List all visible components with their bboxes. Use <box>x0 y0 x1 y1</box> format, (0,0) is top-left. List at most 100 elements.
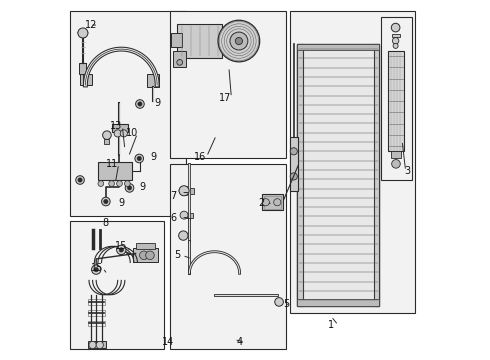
Text: 8: 8 <box>102 218 108 228</box>
Bar <box>381 17 412 180</box>
Circle shape <box>94 267 98 272</box>
Bar <box>122 163 130 179</box>
Bar <box>172 33 182 47</box>
Bar <box>297 44 379 306</box>
Text: 4: 4 <box>237 337 243 347</box>
Text: 12: 12 <box>85 20 97 30</box>
Circle shape <box>127 186 132 190</box>
Text: 15: 15 <box>115 241 127 251</box>
Bar <box>290 12 416 313</box>
Bar <box>88 310 105 316</box>
Bar <box>114 163 122 179</box>
Circle shape <box>275 298 283 306</box>
Bar <box>133 248 158 262</box>
Text: 17: 17 <box>219 93 231 103</box>
Text: 7: 7 <box>170 191 176 201</box>
Bar <box>290 137 298 191</box>
Circle shape <box>98 181 104 186</box>
Bar <box>391 151 401 158</box>
Bar <box>170 164 286 348</box>
Circle shape <box>101 197 110 206</box>
Circle shape <box>290 148 297 155</box>
Bar <box>173 51 186 67</box>
Circle shape <box>290 173 297 180</box>
Text: 9: 9 <box>140 182 146 192</box>
Circle shape <box>76 176 84 184</box>
Bar <box>185 188 194 194</box>
Text: 6: 6 <box>170 213 176 222</box>
Bar <box>264 196 281 209</box>
Circle shape <box>137 156 141 161</box>
Bar <box>297 44 379 50</box>
Bar <box>100 163 112 179</box>
Circle shape <box>119 248 123 252</box>
Bar <box>177 24 221 58</box>
Circle shape <box>179 231 188 240</box>
Circle shape <box>109 181 115 186</box>
Circle shape <box>117 245 126 255</box>
Text: 2: 2 <box>258 198 264 208</box>
Circle shape <box>235 37 243 45</box>
Circle shape <box>78 178 82 182</box>
Text: 14: 14 <box>162 337 174 347</box>
Circle shape <box>262 199 270 206</box>
Circle shape <box>120 130 127 137</box>
Circle shape <box>392 23 400 32</box>
Bar <box>297 299 379 306</box>
Circle shape <box>135 154 144 163</box>
Circle shape <box>117 181 122 186</box>
Bar <box>104 139 109 144</box>
Text: 13: 13 <box>110 121 122 131</box>
Circle shape <box>96 341 103 348</box>
Circle shape <box>140 251 148 260</box>
Bar <box>147 74 159 87</box>
Bar <box>392 34 400 37</box>
Circle shape <box>274 199 281 206</box>
Circle shape <box>125 184 134 192</box>
Bar <box>88 299 105 305</box>
Circle shape <box>136 100 144 108</box>
Text: 9: 9 <box>154 98 160 108</box>
Bar <box>88 320 105 326</box>
Circle shape <box>138 102 142 106</box>
Bar <box>374 44 379 306</box>
Text: 5: 5 <box>283 299 290 309</box>
Bar <box>80 74 92 85</box>
Text: 5: 5 <box>174 250 180 260</box>
Text: 11: 11 <box>106 159 119 169</box>
Bar <box>70 12 186 216</box>
Circle shape <box>218 20 260 62</box>
Bar <box>170 12 286 158</box>
Text: 16: 16 <box>194 152 206 162</box>
Bar <box>136 243 155 249</box>
Circle shape <box>89 341 96 348</box>
Circle shape <box>78 28 88 38</box>
Text: 1: 1 <box>328 320 334 330</box>
Text: 15: 15 <box>91 263 103 273</box>
Circle shape <box>92 265 101 274</box>
Circle shape <box>114 130 122 137</box>
Circle shape <box>124 181 130 186</box>
Text: 9: 9 <box>150 152 157 162</box>
Circle shape <box>230 32 248 50</box>
Bar <box>70 221 164 348</box>
Bar <box>185 213 193 218</box>
Text: 3: 3 <box>404 166 410 176</box>
Circle shape <box>393 43 398 48</box>
Circle shape <box>392 38 399 44</box>
Circle shape <box>102 131 111 139</box>
Circle shape <box>177 59 183 65</box>
Text: 10: 10 <box>126 129 138 138</box>
Circle shape <box>104 199 108 204</box>
Bar <box>112 125 128 132</box>
Bar <box>79 63 87 74</box>
Bar <box>262 194 283 211</box>
Bar <box>98 162 132 180</box>
Bar <box>297 44 303 306</box>
Bar <box>88 341 106 348</box>
Circle shape <box>146 251 154 260</box>
Bar <box>389 51 403 151</box>
Text: 9: 9 <box>118 198 124 208</box>
Circle shape <box>392 159 400 168</box>
Circle shape <box>179 186 189 196</box>
